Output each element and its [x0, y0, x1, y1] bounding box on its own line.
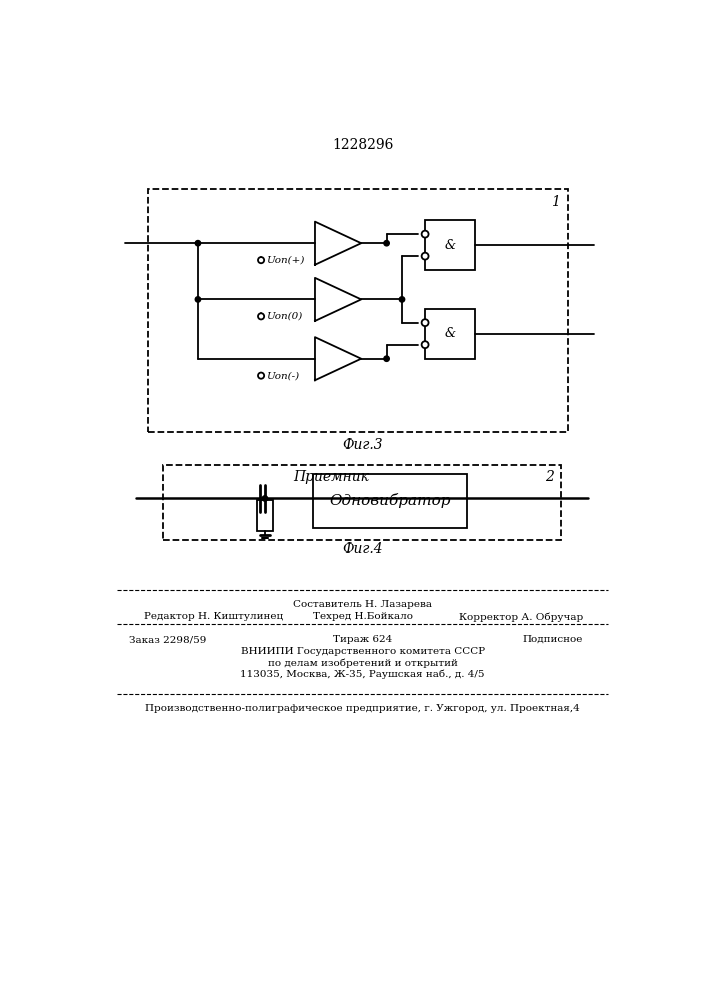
Text: Приемник: Приемник — [293, 470, 370, 484]
Text: Uоп(0): Uоп(0) — [266, 312, 302, 321]
Text: Тираж 624: Тираж 624 — [333, 635, 392, 644]
Circle shape — [195, 241, 201, 246]
Circle shape — [195, 297, 201, 302]
Text: Техред Н.Бойкало: Техред Н.Бойкало — [312, 612, 413, 621]
Circle shape — [421, 319, 428, 326]
Circle shape — [384, 241, 390, 246]
Circle shape — [258, 373, 264, 379]
Circle shape — [421, 341, 428, 348]
Text: Редактор Н. Киштулинец: Редактор Н. Киштулинец — [144, 612, 284, 621]
Text: 1228296: 1228296 — [332, 138, 393, 152]
Text: Производственно-полиграфическое предприятие, г. Ужгород, ул. Проектная,4: Производственно-полиграфическое предприя… — [146, 704, 580, 713]
Text: Фиг.3: Фиг.3 — [342, 438, 383, 452]
Text: Заказ 2298/59: Заказ 2298/59 — [129, 635, 206, 644]
Text: Uоп(-): Uоп(-) — [266, 371, 299, 380]
Bar — [425, 220, 475, 270]
Text: ВНИИПИ Государственного комитета СССР: ВНИИПИ Государственного комитета СССР — [240, 647, 485, 656]
Bar — [425, 309, 475, 359]
Text: Одновибратор: Одновибратор — [329, 493, 451, 508]
Text: Корректор А. Обручар: Корректор А. Обручар — [459, 612, 583, 622]
Text: 2: 2 — [545, 470, 554, 484]
Circle shape — [258, 257, 264, 263]
Circle shape — [258, 313, 264, 319]
Text: &: & — [445, 239, 456, 252]
Text: Фиг.4: Фиг.4 — [342, 542, 383, 556]
Circle shape — [421, 231, 428, 238]
Circle shape — [262, 496, 268, 501]
Text: 1: 1 — [551, 195, 560, 209]
Text: по делам изобретений и открытий: по делам изобретений и открытий — [268, 658, 457, 668]
Circle shape — [399, 297, 404, 302]
Text: Подписное: Подписное — [522, 635, 583, 644]
Bar — [313, 474, 467, 528]
Text: &: & — [445, 327, 456, 340]
Text: Uоп(+): Uоп(+) — [266, 256, 304, 265]
Text: Составитель Н. Лазарева: Составитель Н. Лазарева — [293, 600, 432, 609]
Circle shape — [384, 356, 390, 361]
Bar — [257, 500, 273, 531]
Circle shape — [421, 253, 428, 260]
Text: 113035, Москва, Ж-35, Раушская наб., д. 4/5: 113035, Москва, Ж-35, Раушская наб., д. … — [240, 670, 485, 679]
